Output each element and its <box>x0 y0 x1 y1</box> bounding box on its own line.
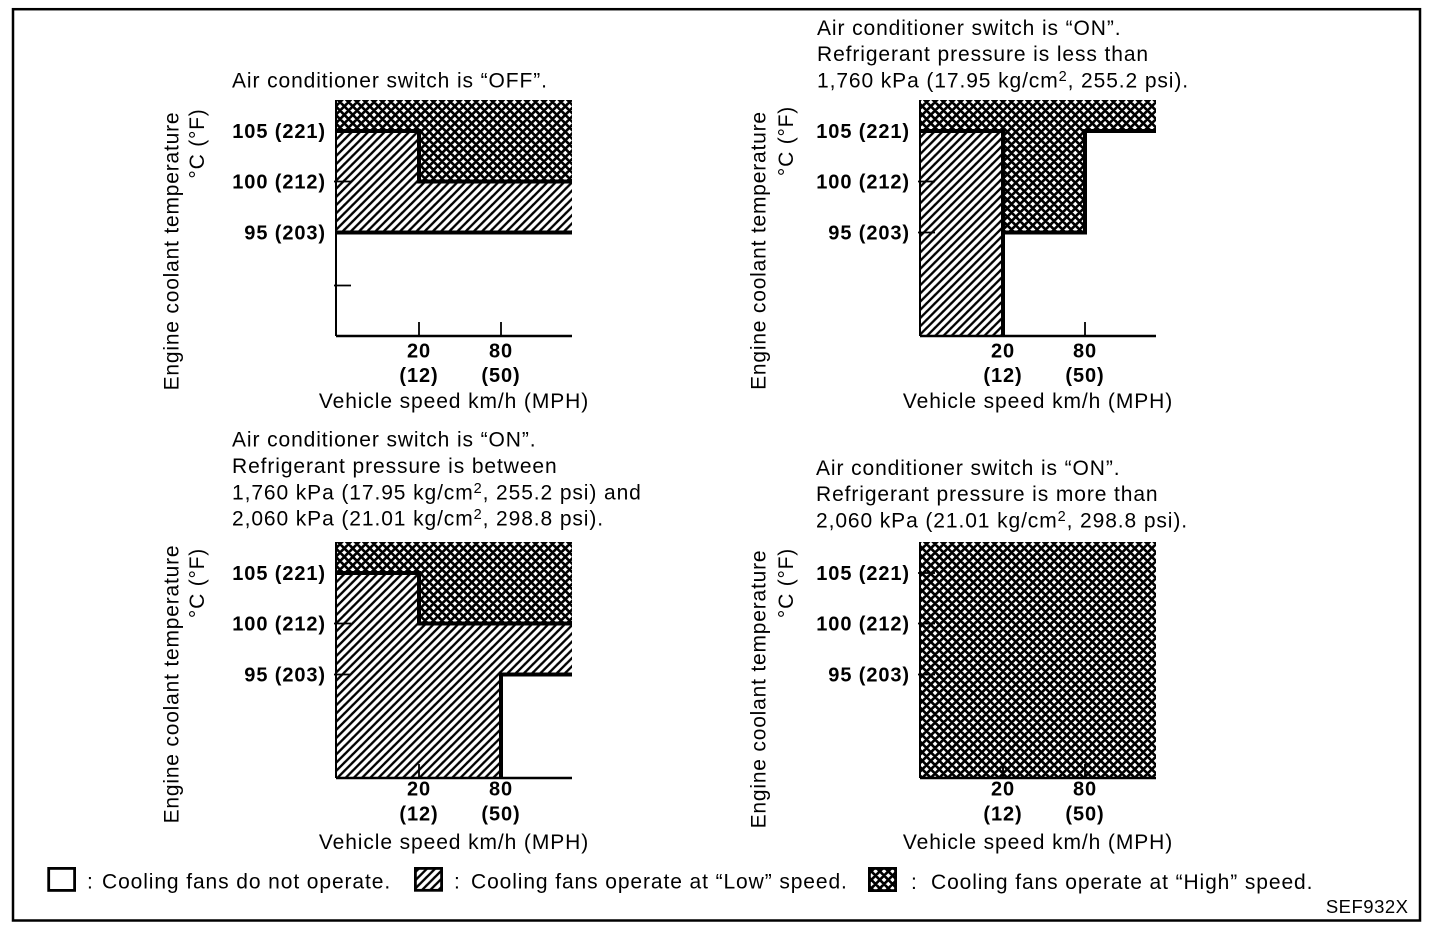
svg-text:Refrigerant pressure is betwee: Refrigerant pressure is between <box>232 455 558 478</box>
svg-text:105 (221): 105 (221) <box>816 563 910 585</box>
svg-text:(50): (50) <box>1065 804 1104 826</box>
svg-text:Refrigerant pressure is less t: Refrigerant pressure is less than <box>817 43 1149 66</box>
svg-text:°C (°F): °C (°F) <box>775 106 798 176</box>
svg-text:Engine coolant temperature: Engine coolant temperature <box>161 112 184 391</box>
svg-text:95 (203): 95 (203) <box>244 223 326 245</box>
svg-text:°C (°F): °C (°F) <box>186 108 209 178</box>
svg-text:100 (212): 100 (212) <box>232 614 326 636</box>
svg-text:100 (212): 100 (212) <box>816 172 910 194</box>
svg-text:2,060 kPa (21.01 kg/cm2, 298.8: 2,060 kPa (21.01 kg/cm2, 298.8 psi). <box>816 509 1188 533</box>
svg-text:Engine coolant temperature: Engine coolant temperature <box>161 545 184 824</box>
svg-text:Engine coolant temperature: Engine coolant temperature <box>748 550 771 829</box>
svg-text:(50): (50) <box>481 365 520 387</box>
svg-text:80: 80 <box>489 779 513 801</box>
svg-text:Air conditioner switch is “ON”: Air conditioner switch is “ON”. <box>816 457 1120 480</box>
svg-text:20: 20 <box>407 779 431 801</box>
svg-text:(12): (12) <box>399 365 438 387</box>
svg-text:20: 20 <box>991 779 1015 801</box>
svg-text:Engine coolant temperature: Engine coolant temperature <box>748 111 771 390</box>
svg-text:100 (212): 100 (212) <box>816 614 910 636</box>
svg-text:95 (203): 95 (203) <box>828 223 910 245</box>
svg-text:SEF932X: SEF932X <box>1326 896 1409 917</box>
svg-text:80: 80 <box>489 341 513 363</box>
svg-text:20: 20 <box>407 341 431 363</box>
svg-text:1,760 kPa (17.95 kg/cm2, 255.2: 1,760 kPa (17.95 kg/cm2, 255.2 psi) and <box>232 481 642 505</box>
svg-text:(12): (12) <box>399 804 438 826</box>
svg-text:80: 80 <box>1073 341 1097 363</box>
svg-text:95 (203): 95 (203) <box>244 665 326 687</box>
svg-text:105 (221): 105 (221) <box>232 121 326 143</box>
svg-text:Air conditioner switch is “ON”: Air conditioner switch is “ON”. <box>817 17 1121 40</box>
svg-text:105 (221): 105 (221) <box>232 563 326 585</box>
svg-text::: : <box>87 871 94 894</box>
svg-text:Cooling fans do not operate.: Cooling fans do not operate. <box>102 871 391 894</box>
svg-text:105 (221): 105 (221) <box>816 121 910 143</box>
svg-text:(12): (12) <box>983 804 1022 826</box>
svg-text:Refrigerant pressure is more t: Refrigerant pressure is more than <box>816 483 1159 506</box>
svg-text:Cooling fans operate at “Low”: Cooling fans operate at “Low” speed. <box>471 871 848 894</box>
svg-text:Vehicle speed km/h (MPH): Vehicle speed km/h (MPH) <box>319 390 589 413</box>
svg-text:Air conditioner switch is “ON”: Air conditioner switch is “ON”. <box>232 429 536 452</box>
svg-text:100 (212): 100 (212) <box>232 172 326 194</box>
svg-text:20: 20 <box>991 341 1015 363</box>
svg-text:Vehicle speed km/h (MPH): Vehicle speed km/h (MPH) <box>903 390 1173 413</box>
svg-text:°C (°F): °C (°F) <box>186 548 209 618</box>
svg-text:2,060 kPa (21.01 kg/cm2, 298.8: 2,060 kPa (21.01 kg/cm2, 298.8 psi). <box>232 507 604 531</box>
svg-text:°C (°F): °C (°F) <box>775 548 798 618</box>
svg-text:(50): (50) <box>481 804 520 826</box>
svg-text:1,760 kPa (17.95 kg/cm2, 255.2: 1,760 kPa (17.95 kg/cm2, 255.2 psi). <box>817 69 1189 93</box>
svg-text:Cooling fans operate at “High”: Cooling fans operate at “High” speed. <box>931 871 1313 894</box>
svg-text::: : <box>911 871 918 894</box>
svg-text:Air conditioner switch is “OFF: Air conditioner switch is “OFF”. <box>232 70 548 93</box>
svg-text::: : <box>454 871 461 894</box>
svg-text:(12): (12) <box>983 365 1022 387</box>
svg-text:95 (203): 95 (203) <box>828 665 910 687</box>
svg-text:Vehicle speed km/h (MPH): Vehicle speed km/h (MPH) <box>319 831 589 854</box>
svg-text:Vehicle speed km/h (MPH): Vehicle speed km/h (MPH) <box>903 831 1173 854</box>
svg-text:(50): (50) <box>1065 365 1104 387</box>
svg-text:80: 80 <box>1073 779 1097 801</box>
